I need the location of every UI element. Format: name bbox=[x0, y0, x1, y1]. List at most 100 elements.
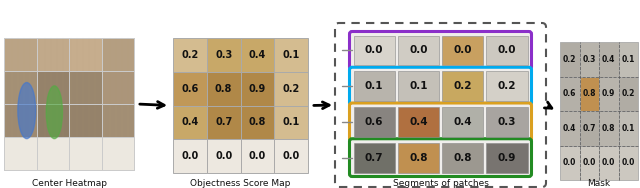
Bar bbox=[486, 143, 527, 173]
Bar bbox=[207, 139, 241, 173]
Bar bbox=[4, 38, 36, 71]
Text: 0.6: 0.6 bbox=[181, 84, 198, 94]
Text: 0.2: 0.2 bbox=[282, 84, 300, 94]
Text: 0.0: 0.0 bbox=[215, 151, 232, 161]
Bar bbox=[442, 107, 483, 137]
Bar bbox=[579, 111, 599, 146]
Bar bbox=[599, 111, 618, 146]
Text: 0.0: 0.0 bbox=[498, 45, 516, 55]
Bar bbox=[353, 143, 395, 173]
Text: Center Heatmap: Center Heatmap bbox=[31, 179, 106, 188]
Bar bbox=[102, 38, 134, 71]
Bar bbox=[353, 36, 395, 65]
Bar bbox=[618, 77, 638, 111]
Bar bbox=[4, 104, 36, 137]
Text: 0.3: 0.3 bbox=[498, 117, 516, 127]
Bar bbox=[442, 71, 483, 101]
Bar bbox=[207, 38, 241, 72]
Text: 0.0: 0.0 bbox=[409, 45, 428, 55]
Bar bbox=[36, 38, 69, 71]
Text: 0.6: 0.6 bbox=[563, 89, 577, 98]
Bar bbox=[599, 42, 618, 77]
Bar bbox=[275, 139, 308, 173]
Bar bbox=[353, 107, 395, 137]
Bar bbox=[241, 72, 275, 105]
Text: 0.0: 0.0 bbox=[249, 151, 266, 161]
Text: 0.7: 0.7 bbox=[365, 153, 383, 163]
FancyBboxPatch shape bbox=[349, 139, 531, 177]
Text: Mask: Mask bbox=[588, 179, 611, 188]
Bar bbox=[173, 38, 207, 72]
Text: 0.4: 0.4 bbox=[181, 117, 198, 127]
Text: 0.9: 0.9 bbox=[498, 153, 516, 163]
Bar bbox=[353, 71, 395, 101]
Text: 0.8: 0.8 bbox=[409, 153, 428, 163]
Text: 0.0: 0.0 bbox=[582, 158, 596, 167]
Bar bbox=[4, 71, 36, 104]
Text: 0.0: 0.0 bbox=[181, 151, 198, 161]
Text: 0.3: 0.3 bbox=[582, 55, 596, 64]
Text: 0.8: 0.8 bbox=[582, 89, 596, 98]
Text: 0.2: 0.2 bbox=[563, 55, 577, 64]
Text: 0.0: 0.0 bbox=[563, 158, 577, 167]
Text: 0.0: 0.0 bbox=[365, 45, 383, 55]
Text: 0.2: 0.2 bbox=[453, 81, 472, 91]
Bar bbox=[579, 42, 599, 77]
Bar bbox=[207, 105, 241, 139]
Bar bbox=[599, 77, 618, 111]
Bar bbox=[486, 36, 527, 65]
Bar bbox=[69, 38, 102, 71]
Text: 0.1: 0.1 bbox=[282, 117, 300, 127]
Text: 0.0: 0.0 bbox=[621, 158, 635, 167]
Bar bbox=[173, 105, 207, 139]
Text: 0.1: 0.1 bbox=[409, 81, 428, 91]
Bar bbox=[173, 72, 207, 105]
Text: 0.9: 0.9 bbox=[249, 84, 266, 94]
Ellipse shape bbox=[18, 83, 36, 139]
Bar bbox=[599, 146, 618, 180]
Bar bbox=[486, 107, 527, 137]
Bar bbox=[36, 71, 69, 104]
Text: 0.0: 0.0 bbox=[602, 158, 616, 167]
Bar bbox=[241, 139, 275, 173]
Text: 0.8: 0.8 bbox=[249, 117, 266, 127]
Bar bbox=[442, 36, 483, 65]
Bar bbox=[102, 71, 134, 104]
Text: 0.8: 0.8 bbox=[215, 84, 232, 94]
Text: 0.4: 0.4 bbox=[563, 124, 577, 133]
Bar bbox=[560, 146, 579, 180]
Bar bbox=[275, 105, 308, 139]
Text: 0.1: 0.1 bbox=[365, 81, 383, 91]
Bar bbox=[69, 137, 102, 170]
Bar bbox=[241, 38, 275, 72]
Bar bbox=[102, 137, 134, 170]
FancyBboxPatch shape bbox=[349, 32, 531, 69]
Bar bbox=[4, 137, 36, 170]
Text: 0.2: 0.2 bbox=[181, 50, 198, 60]
FancyBboxPatch shape bbox=[349, 67, 531, 105]
Text: Segments of patches: Segments of patches bbox=[392, 179, 488, 188]
FancyBboxPatch shape bbox=[335, 23, 546, 187]
Bar bbox=[275, 72, 308, 105]
Text: 0.7: 0.7 bbox=[215, 117, 232, 127]
Text: 0.0: 0.0 bbox=[453, 45, 472, 55]
Bar bbox=[486, 71, 527, 101]
Bar bbox=[579, 77, 599, 111]
Bar bbox=[560, 42, 579, 77]
Text: 0.1: 0.1 bbox=[282, 50, 300, 60]
Bar bbox=[69, 71, 102, 104]
Text: 0.8: 0.8 bbox=[602, 124, 616, 133]
Ellipse shape bbox=[46, 86, 63, 139]
Bar bbox=[618, 146, 638, 180]
Text: 0.4: 0.4 bbox=[409, 117, 428, 127]
FancyBboxPatch shape bbox=[349, 103, 531, 141]
Bar bbox=[207, 72, 241, 105]
Text: 0.1: 0.1 bbox=[621, 55, 635, 64]
Bar bbox=[560, 111, 579, 146]
Text: 0.3: 0.3 bbox=[215, 50, 232, 60]
Text: 0.2: 0.2 bbox=[498, 81, 516, 91]
Text: 0.8: 0.8 bbox=[453, 153, 472, 163]
Text: 0.4: 0.4 bbox=[453, 117, 472, 127]
Bar bbox=[397, 143, 439, 173]
Bar bbox=[397, 71, 439, 101]
